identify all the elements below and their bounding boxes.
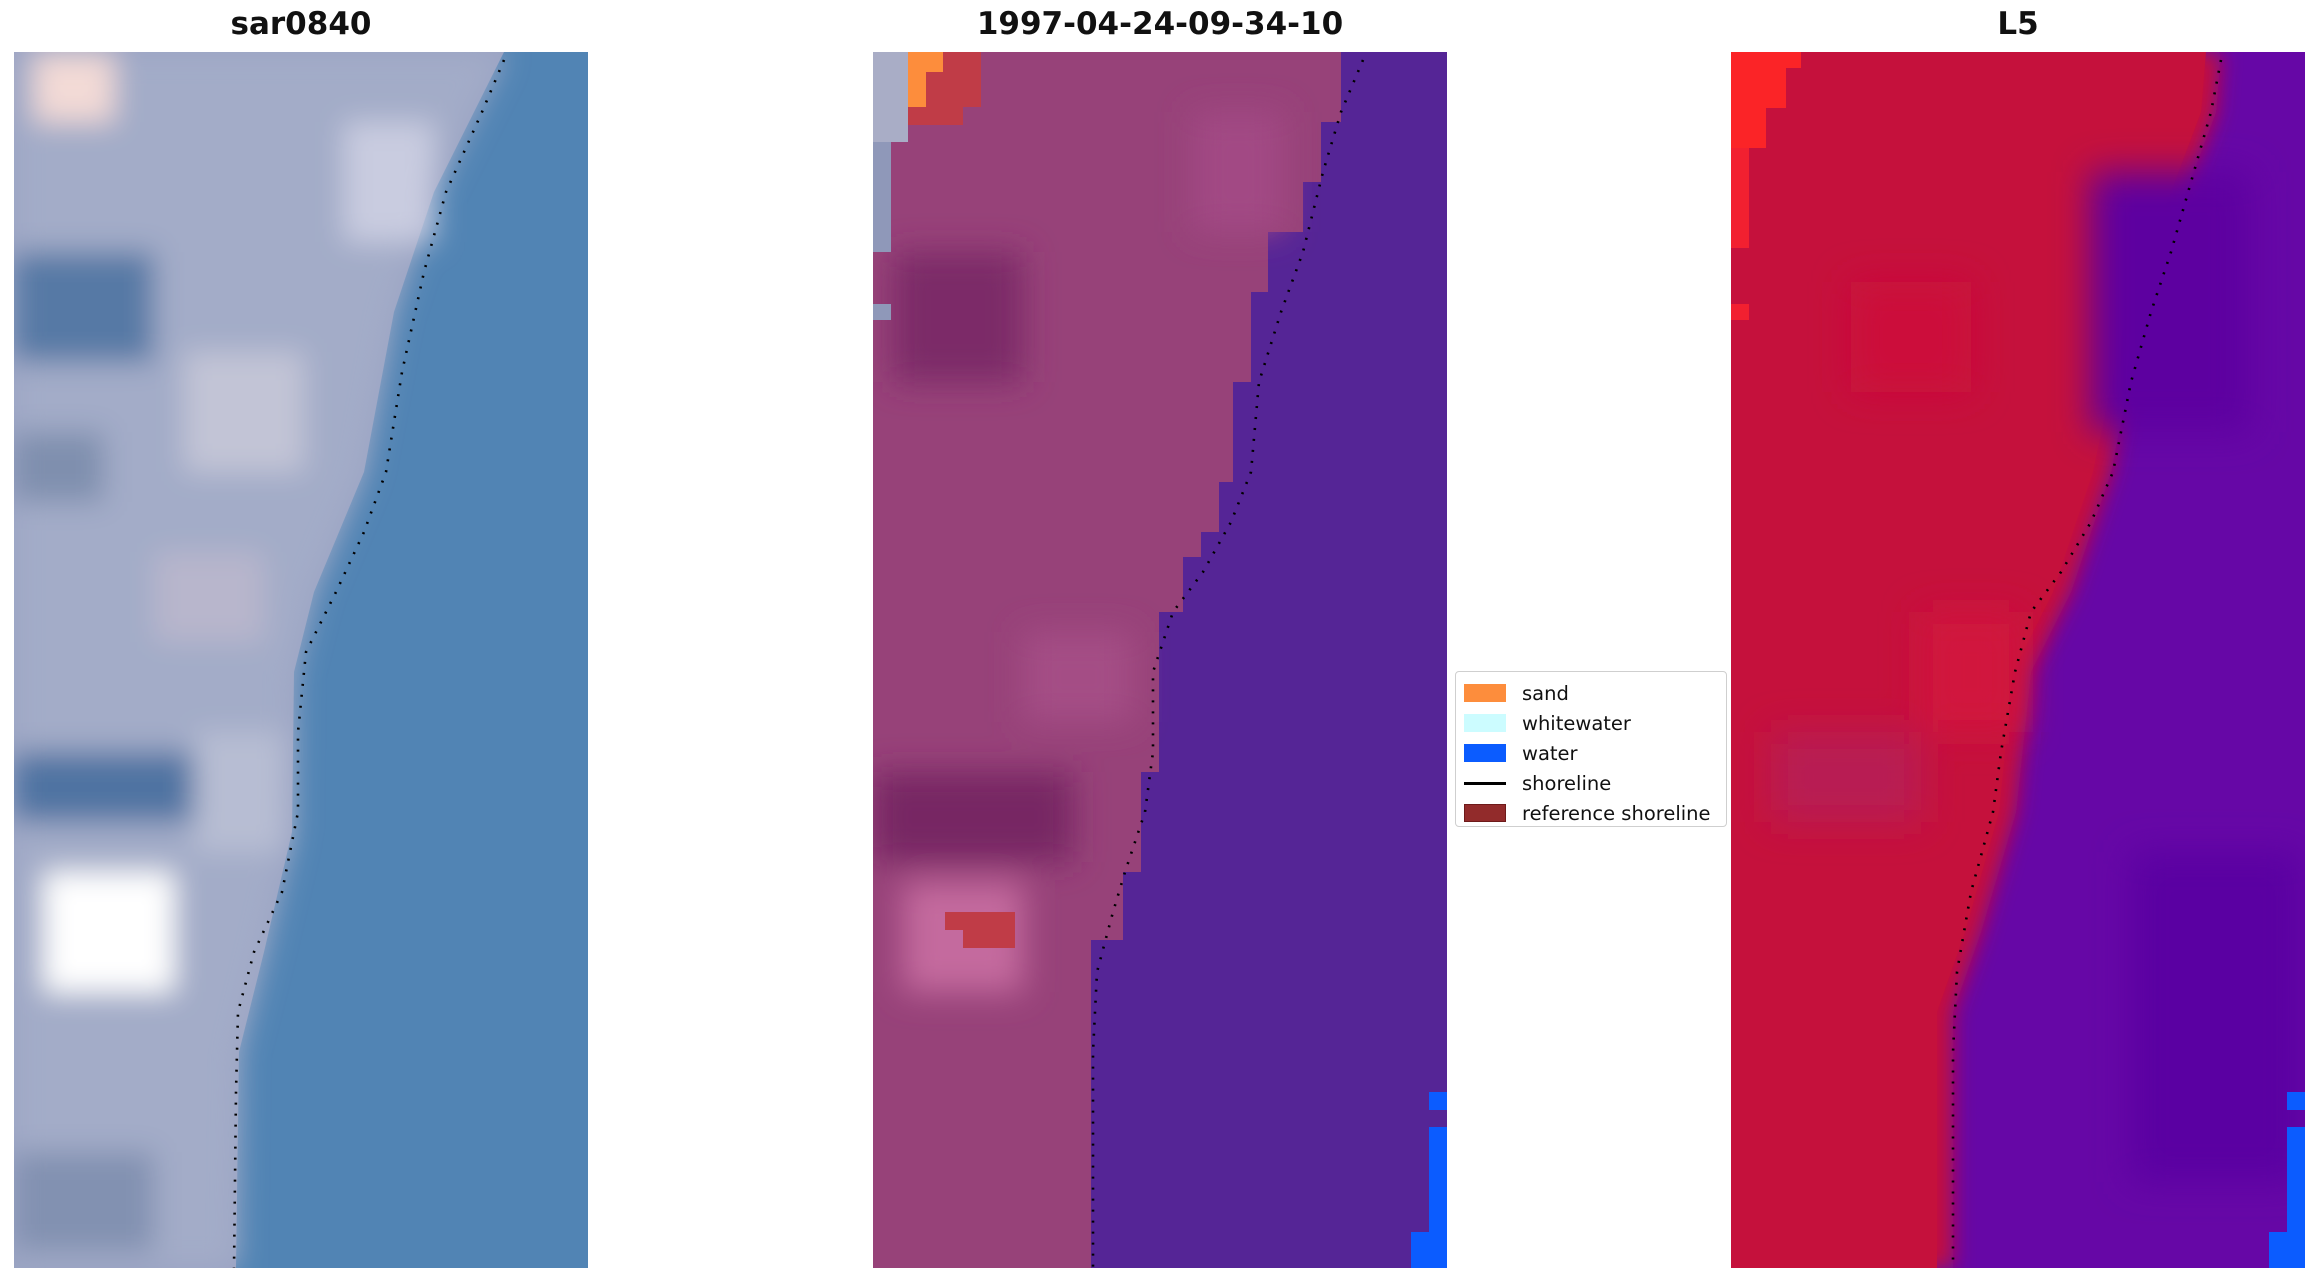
legend-item-whitewater: whitewater xyxy=(1464,708,1718,738)
classified-image xyxy=(873,52,1447,1268)
rgb-image xyxy=(14,52,588,1268)
legend-item-shoreline: shoreline xyxy=(1464,768,1718,798)
legend-label-shoreline: shoreline xyxy=(1522,771,1612,795)
shoreline-line xyxy=(232,59,506,1268)
shoreline-line xyxy=(1951,59,2223,1268)
legend-label-reference-shoreline: reference shoreline xyxy=(1522,801,1711,825)
index-image-panel xyxy=(1731,52,2305,1268)
rgb-image-panel xyxy=(14,52,588,1268)
legend-item-reference-shoreline: reference shoreline xyxy=(1464,798,1718,828)
shoreline-line xyxy=(1091,59,1365,1268)
panel-title-index: L5 xyxy=(1997,6,2039,42)
legend-label-sand: sand xyxy=(1522,681,1569,705)
legend-item-water: water xyxy=(1464,738,1718,768)
legend-item-sand: sand xyxy=(1464,678,1718,708)
index-image xyxy=(1731,52,2305,1268)
classified-image-panel xyxy=(873,52,1447,1268)
water-swatch xyxy=(1464,744,1506,762)
legend-label-water: water xyxy=(1522,741,1578,765)
panel-title-rgb: sar0840 xyxy=(230,6,372,42)
legend: sand whitewater water shoreline referenc… xyxy=(1455,671,1727,827)
sand-swatch xyxy=(1464,684,1506,702)
legend-label-whitewater: whitewater xyxy=(1522,711,1631,735)
whitewater-swatch xyxy=(1464,714,1506,732)
shoreline-swatch xyxy=(1464,774,1506,792)
panel-title-classified: 1997-04-24-09-34-10 xyxy=(976,6,1344,42)
reference-shoreline-swatch xyxy=(1464,804,1506,822)
